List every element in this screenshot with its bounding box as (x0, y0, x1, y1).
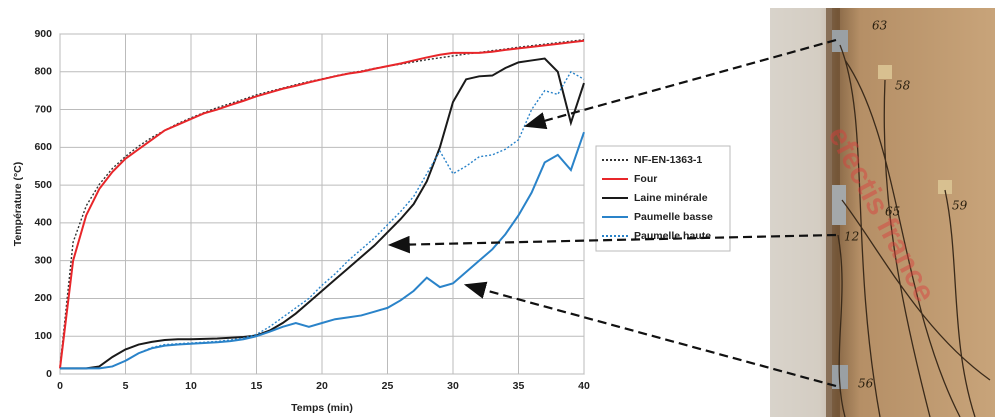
y-axis-title: Température (°C) (12, 162, 24, 247)
y-tick-label: 300 (34, 254, 52, 266)
x-tick-label: 40 (578, 380, 590, 392)
x-tick-label: 25 (382, 380, 394, 392)
series-line (60, 131, 585, 370)
x-axis-title: Temps (min) (291, 402, 353, 414)
x-tick-label: 15 (251, 380, 263, 392)
x-tick-label: 30 (447, 380, 459, 392)
sensor (878, 65, 892, 79)
hinge (832, 30, 848, 52)
legend-label: Paumelle basse (634, 211, 713, 223)
arrows (387, 38, 837, 388)
x-tick-label: 35 (513, 380, 525, 392)
photo-label: 59 (952, 199, 968, 213)
photo: efectis france 63 58 65 59 12 56 (770, 8, 995, 417)
series-line (59, 39, 585, 369)
y-tick-label: 100 (34, 330, 52, 342)
sensor (938, 180, 952, 194)
series-line (60, 70, 585, 370)
y-tick-label: 700 (34, 103, 52, 115)
y-tick-label: 400 (34, 217, 52, 229)
legend-label: Laine minérale (634, 192, 708, 204)
photo-label: 56 (858, 377, 874, 391)
x-tick-label: 20 (316, 380, 328, 392)
photo-label: 63 (872, 19, 888, 33)
y-tick-label: 500 (34, 179, 52, 191)
arrow (523, 38, 837, 130)
x-tick-label: 0 (57, 380, 63, 392)
arrow (463, 281, 837, 388)
wires (837, 44, 991, 417)
y-tick-label: 900 (34, 28, 52, 40)
x-tick-label: 10 (185, 380, 197, 392)
y-tick-label: 800 (34, 66, 52, 78)
photo-insulation (770, 8, 832, 417)
legend-label: Four (634, 173, 657, 185)
photo-label: 65 (885, 205, 900, 219)
x-tick-label: 5 (123, 380, 129, 392)
y-tick-label: 200 (34, 292, 52, 304)
legend-box (595, 145, 731, 252)
y-tick-label: 0 (46, 368, 52, 380)
photo-label: 58 (895, 79, 911, 93)
y-tick-label: 600 (34, 141, 52, 153)
photo-label: 12 (844, 230, 859, 244)
arrow (387, 233, 837, 254)
hinge (832, 185, 846, 225)
series-line (60, 57, 585, 370)
legend-label: NF-EN-1363-1 (634, 154, 702, 166)
